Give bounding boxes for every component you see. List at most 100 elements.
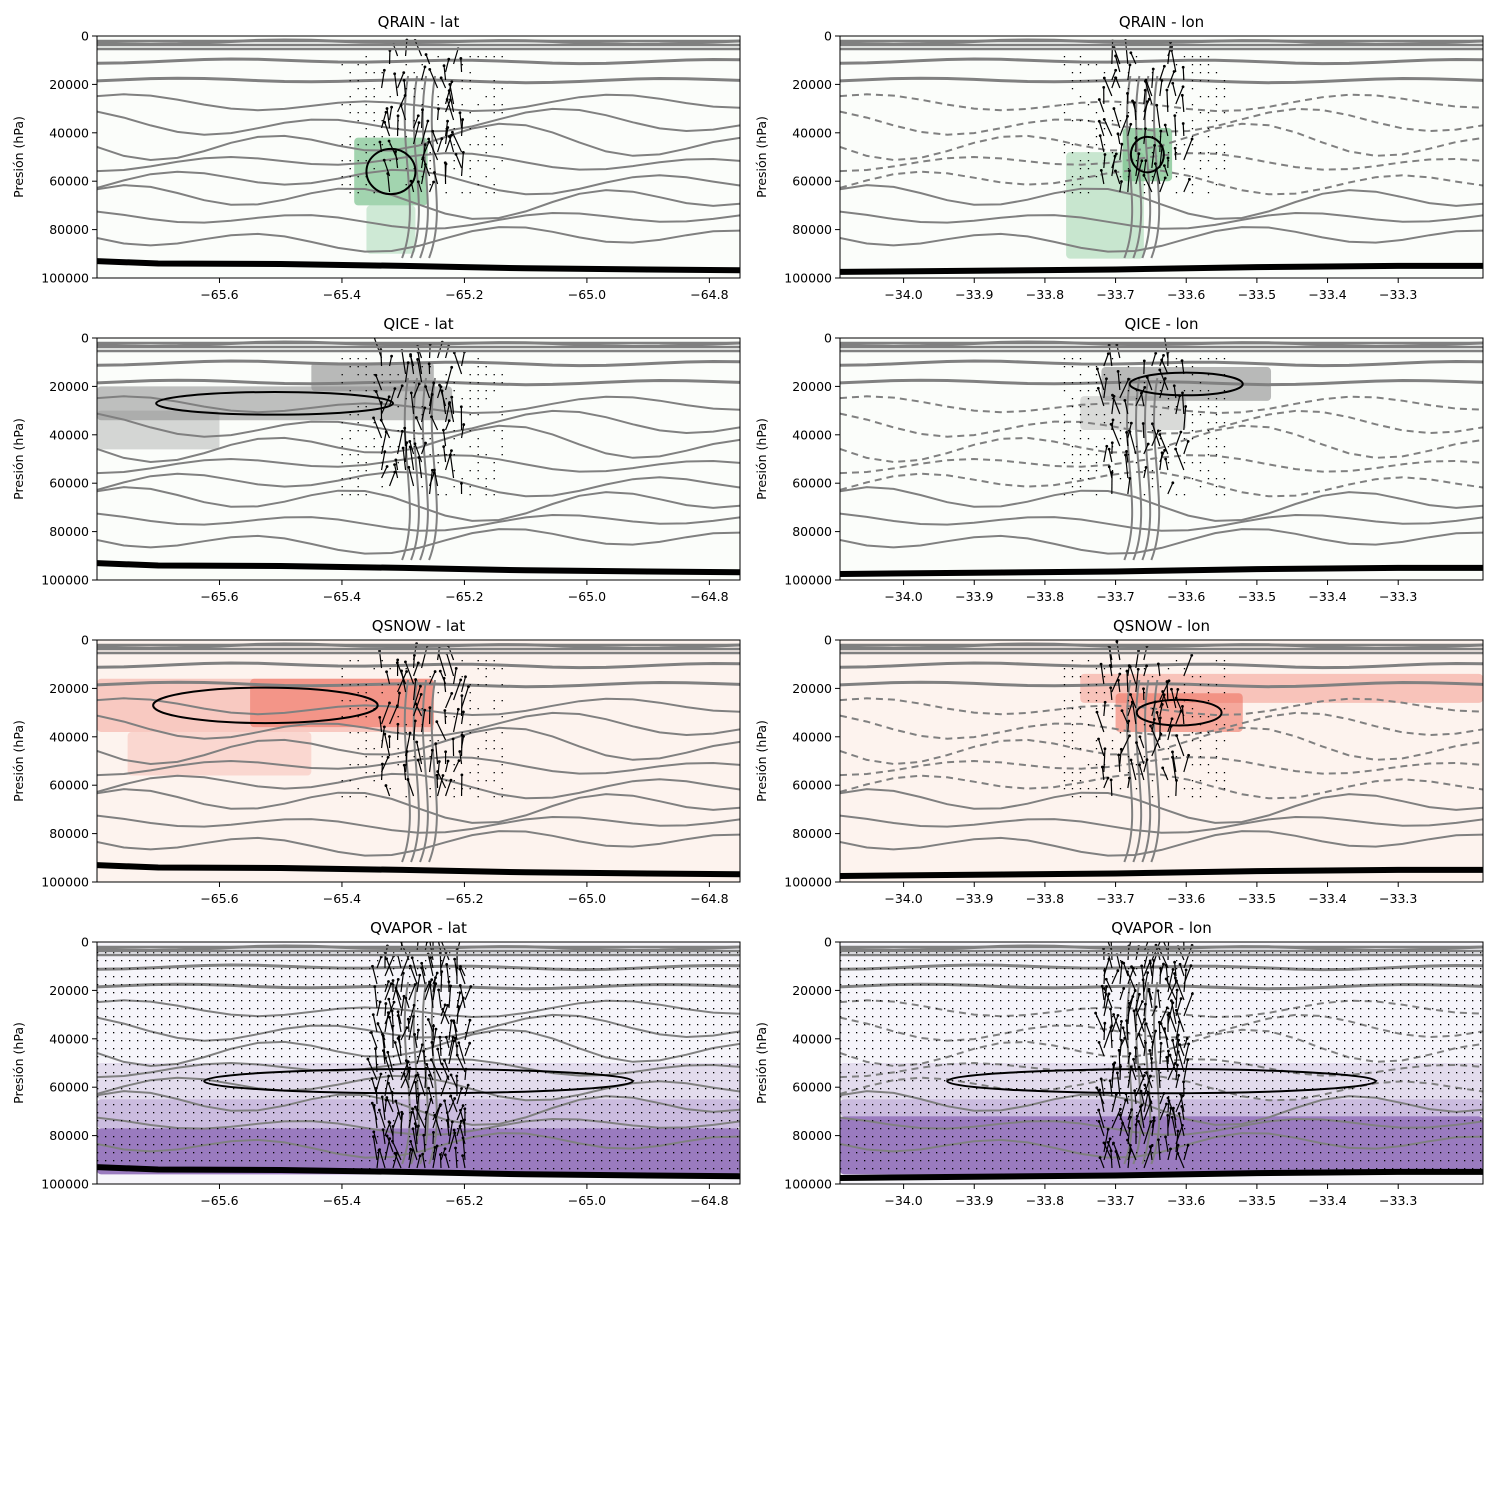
contour-line <box>97 424 740 464</box>
x-tick-label: −65.4 <box>323 287 361 302</box>
contour-line <box>840 486 1483 522</box>
panel-qsnow-lon: QSNOW - lon 0 20000 40000 60000 80000 100000 −3… <box>754 617 1484 906</box>
panel-qice-lon: QICE - lon 0 20000 40000 60000 80000 100000 −34… <box>754 315 1484 604</box>
plot-area <box>97 640 740 882</box>
x-tick-label: −65.6 <box>200 287 238 302</box>
x-tick-label: −33.3 <box>1379 287 1417 302</box>
y-axis-label: Presión (hPa) <box>11 116 26 198</box>
y-tick-label: 60000 <box>792 476 832 491</box>
y-tick-label: 40000 <box>49 729 89 744</box>
y-tick-label: 20000 <box>792 983 832 998</box>
contour-line <box>840 378 1483 387</box>
core-contour <box>410 75 420 259</box>
core-contour <box>1132 679 1143 863</box>
contour-line <box>840 395 1483 415</box>
contour-line <box>97 395 740 415</box>
contour-line <box>97 1058 740 1079</box>
contour-line <box>840 1132 1483 1159</box>
x-tick-label: −33.9 <box>955 1193 993 1208</box>
plot-area <box>840 338 1483 580</box>
x-tick-label: −33.5 <box>1238 891 1276 906</box>
y-tick-label: 80000 <box>49 1128 89 1143</box>
terrain-line <box>97 1164 740 1180</box>
x-tick-label: −65.2 <box>445 287 483 302</box>
contour-line <box>840 168 1483 196</box>
shaded-field-1 <box>1066 152 1144 259</box>
y-axis-label: Presión (hPa) <box>11 418 26 500</box>
contour-line <box>97 168 740 196</box>
x-tick-label: −65.6 <box>200 1193 238 1208</box>
contour-line <box>97 1132 740 1159</box>
black-contour <box>365 147 417 196</box>
wind-vectors <box>341 642 503 798</box>
y-tick-label: 80000 <box>49 524 89 539</box>
x-tick-label: −65.2 <box>445 1193 483 1208</box>
core-contour <box>1150 377 1161 561</box>
plot-area <box>840 36 1483 278</box>
contour-line <box>840 1116 1483 1136</box>
black-contour <box>1129 135 1165 174</box>
y-tick-label: 80000 <box>792 826 832 841</box>
y-tick-label: 40000 <box>49 427 89 442</box>
x-tick-label: −34.0 <box>884 891 922 906</box>
x-tick-label: −33.7 <box>1096 1193 1134 1208</box>
y-tick-label: 40000 <box>792 125 832 140</box>
x-tick-label: −65.0 <box>568 1193 606 1208</box>
axes-frame <box>839 337 1484 581</box>
contour-line <box>840 57 1483 66</box>
core-contour <box>410 377 420 561</box>
contour-line <box>840 1028 1483 1068</box>
contour-line <box>840 1074 1483 1102</box>
y-axis-label: Presión (hPa) <box>754 418 769 500</box>
x-tick-label: −65.2 <box>445 589 483 604</box>
chart-title: QICE - lat <box>383 315 453 333</box>
core-contour <box>1123 377 1134 561</box>
x-tick-label: −33.9 <box>955 891 993 906</box>
black-contour <box>1128 371 1244 397</box>
contour-line <box>97 57 740 66</box>
x-tick-label: −33.7 <box>1096 287 1134 302</box>
contour-line <box>840 1058 1483 1079</box>
y-tick-label: 0 <box>81 633 89 648</box>
x-tick-label: −33.6 <box>1167 1193 1205 1208</box>
y-tick-label: 20000 <box>792 379 832 394</box>
y-tick-label: 0 <box>824 29 832 44</box>
y-axis-label: Presión (hPa) <box>11 720 26 802</box>
contour-line <box>97 999 740 1019</box>
x-tick-label: −33.7 <box>1096 891 1134 906</box>
contour-line <box>840 152 1483 173</box>
contour-line <box>840 424 1483 464</box>
core-contour <box>1132 75 1143 259</box>
y-tick-label: 80000 <box>792 1128 832 1143</box>
y-tick-label: 60000 <box>49 174 89 189</box>
y-tick-label: 60000 <box>792 778 832 793</box>
panel-qice-lat: QICE - lat 0 20000 40000 60000 80000 100000 −65… <box>11 315 741 604</box>
x-tick-label: −33.5 <box>1238 589 1276 604</box>
shaded-field-1 <box>1080 673 1483 703</box>
contour-line <box>97 711 740 740</box>
y-tick-label: 60000 <box>49 1080 89 1095</box>
y-tick-label: 60000 <box>49 476 89 491</box>
x-tick-label: −33.7 <box>1096 589 1134 604</box>
x-tick-label: −33.4 <box>1308 287 1346 302</box>
shaded-field-1 <box>250 678 434 728</box>
terrain-line <box>840 564 1483 577</box>
panel-qsnow-lat: QSNOW - lat 0 20000 40000 60000 80000 100000 −6… <box>11 617 741 906</box>
black-contour <box>946 1068 1377 1095</box>
core-contour <box>401 981 411 1165</box>
contour-line <box>840 772 1483 800</box>
contour-line <box>840 226 1483 253</box>
contour-line <box>840 830 1483 857</box>
y-tick-label: 100000 <box>784 271 832 286</box>
y-tick-label: 100000 <box>41 875 89 890</box>
y-tick-label: 100000 <box>41 271 89 286</box>
contour-line <box>97 680 740 689</box>
y-tick-label: 40000 <box>792 729 832 744</box>
wind-vectors <box>1063 640 1226 798</box>
core-contour <box>401 75 411 259</box>
contour-line <box>97 378 740 387</box>
contour-line <box>97 107 740 136</box>
x-tick-label: −65.4 <box>323 589 361 604</box>
y-tick-label: 40000 <box>792 427 832 442</box>
